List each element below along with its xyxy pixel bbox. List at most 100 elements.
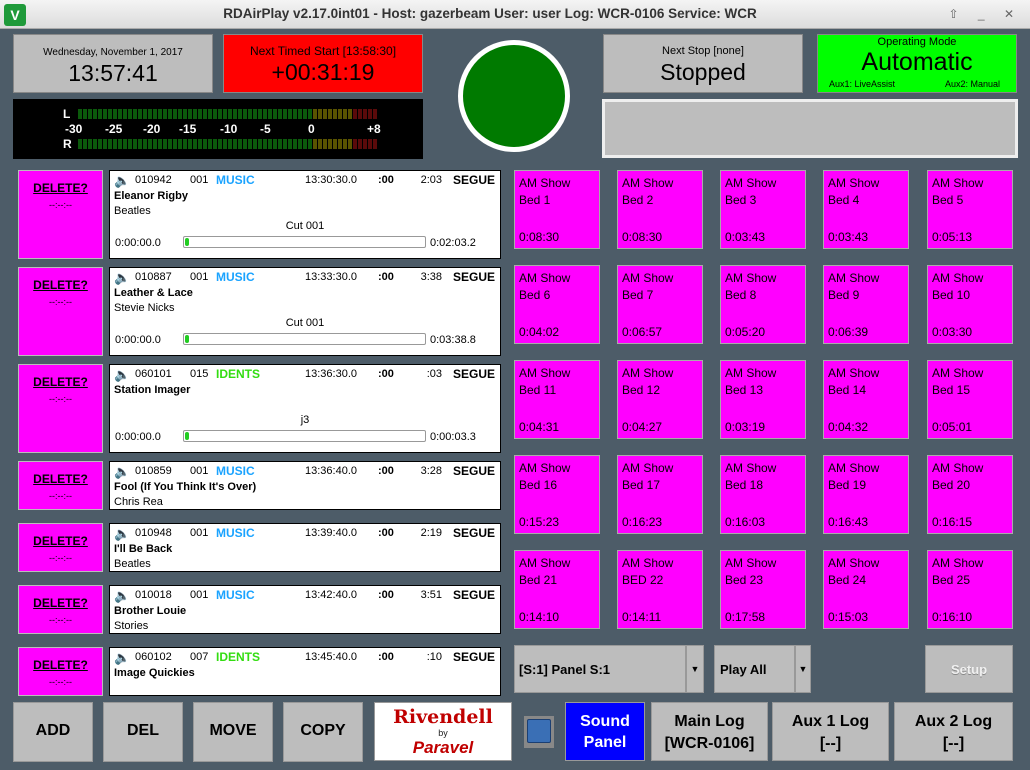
panel-button[interactable]: AM Show Bed 17 0:16:23	[617, 455, 703, 534]
log-entry[interactable]: 🔈 010018 001 MUSIC 13:42:40.0 :00 3:51 S…	[109, 585, 501, 634]
clock[interactable]: Wednesday, November 1, 2017 13:57:41	[13, 34, 213, 93]
panel-button[interactable]: AM Show Bed 15 0:05:01	[927, 360, 1013, 439]
log-entry[interactable]: 🔈 060102 007 IDENTS 13:45:40.0 :00 :10 S…	[109, 647, 501, 696]
panel-button[interactable]: AM Show Bed 18 0:16:03	[720, 455, 806, 534]
panel-button-length: 0:14:11	[622, 610, 662, 624]
next-timed-start[interactable]: Next Timed Start [13:58:30] +00:31:19	[223, 34, 423, 93]
panel-button-title: AM Show	[932, 176, 984, 190]
next-stop-label: Next Stop [none]	[662, 45, 744, 57]
panel-button[interactable]: AM Show Bed 16 0:15:23	[514, 455, 600, 534]
panel-button[interactable]: AM Show Bed 13 0:03:19	[720, 360, 806, 439]
trash-icon[interactable]	[524, 716, 554, 748]
delete-button[interactable]: DELETE? --:--:--	[18, 461, 103, 510]
panel-button[interactable]: AM Show Bed 6 0:04:02	[514, 265, 600, 344]
cut-label: j3	[300, 414, 310, 426]
meter-segment	[143, 109, 147, 119]
chevron-down-icon[interactable]: ▼	[795, 645, 811, 693]
panel-select[interactable]: [S:1] Panel S:1	[514, 645, 686, 693]
panel-button[interactable]: AM Show Bed 25 0:16:10	[927, 550, 1013, 629]
meter-segment	[218, 109, 222, 119]
panel-button[interactable]: AM Show Bed 21 0:14:10	[514, 550, 600, 629]
panel-button[interactable]: AM Show Bed 23 0:17:58	[720, 550, 806, 629]
speaker-icon: 🔈	[114, 464, 131, 479]
meter-segment	[338, 139, 342, 149]
panel-button[interactable]: AM Show Bed 14 0:04:32	[823, 360, 909, 439]
panel-button[interactable]: AM Show Bed 12 0:04:27	[617, 360, 703, 439]
meter-segment	[228, 139, 232, 149]
log-entry[interactable]: 🔈 060101 015 IDENTS 13:36:30.0 :00 :03 S…	[109, 364, 501, 453]
meter-right-label: R	[63, 137, 72, 151]
log-entry[interactable]: 🔈 010942 001 MUSIC 13:30:30.0 :00 2:03 S…	[109, 170, 501, 259]
meter-segment	[268, 139, 272, 149]
transition-time: :00	[378, 589, 394, 601]
group-name: MUSIC	[216, 173, 255, 187]
meter-segment	[148, 109, 152, 119]
panel-button[interactable]: AM Show Bed 1 0:08:30	[514, 170, 600, 249]
meter-segment	[203, 139, 207, 149]
window-controls[interactable]: ⇧ _ ✕	[948, 7, 1022, 21]
meter-segment	[373, 109, 377, 119]
delete-time: --:--:--	[49, 394, 72, 404]
chevron-down-icon[interactable]: ▼	[686, 645, 704, 693]
copy-button[interactable]: COPY	[283, 702, 363, 762]
panel-button[interactable]: AM Show Bed 20 0:16:15	[927, 455, 1013, 534]
setup-button[interactable]: Setup	[925, 645, 1013, 693]
delete-button[interactable]: DELETE? --:--:--	[18, 170, 103, 259]
panel-button[interactable]: AM Show Bed 11 0:04:31	[514, 360, 600, 439]
meter-segment	[228, 109, 232, 119]
speaker-icon: 🔈	[114, 270, 131, 285]
meter-segment	[93, 109, 97, 119]
panel-button-name: Bed 11	[519, 383, 557, 397]
aux2-log-button[interactable]: Aux 2 Log [--]	[894, 702, 1013, 761]
delete-button[interactable]: DELETE? --:--:--	[18, 585, 103, 634]
delete-button[interactable]: DELETE? --:--:--	[18, 267, 103, 356]
panel-button[interactable]: AM Show Bed 10 0:03:30	[927, 265, 1013, 344]
meter-segment	[88, 109, 92, 119]
aux1-log-button[interactable]: Aux 1 Log [--]	[772, 702, 889, 761]
add-button[interactable]: ADD	[13, 702, 93, 762]
panel-button[interactable]: AM Show Bed 2 0:08:30	[617, 170, 703, 249]
progress-bar[interactable]	[183, 333, 426, 345]
position: 0:00:00.0	[115, 431, 161, 443]
panel-button-length: 0:08:30	[622, 230, 663, 244]
panel-button[interactable]: AM Show Bed 19 0:16:43	[823, 455, 909, 534]
logo-maker: Paravel	[412, 738, 474, 757]
panel-button-length: 0:16:43	[828, 515, 869, 529]
move-button[interactable]: MOVE	[193, 702, 273, 762]
panel-button[interactable]: AM Show Bed 9 0:06:39	[823, 265, 909, 344]
panel-button-length: 0:15:03	[828, 610, 869, 624]
panel-button-length: 0:16:03	[725, 515, 766, 529]
meter-segment	[238, 139, 242, 149]
panel-button[interactable]: AM Show Bed 5 0:05:13	[927, 170, 1013, 249]
main-log-button[interactable]: Main Log [WCR-0106]	[651, 702, 768, 761]
meter-segment	[153, 139, 157, 149]
operating-mode[interactable]: Operating Mode Automatic Aux1: LiveAssis…	[817, 34, 1017, 93]
panel-button[interactable]: AM Show Bed 8 0:05:20	[720, 265, 806, 344]
play-mode-select[interactable]: Play All	[714, 645, 795, 693]
log-entry[interactable]: 🔈 010859 001 MUSIC 13:36:40.0 :00 3:28 S…	[109, 461, 501, 510]
panel-button[interactable]: AM Show Bed 7 0:06:57	[617, 265, 703, 344]
main-log-name: [WCR-0106]	[664, 735, 755, 752]
panel-button[interactable]: AM Show Bed 3 0:03:43	[720, 170, 806, 249]
meter-segment	[223, 139, 227, 149]
panel-button-name: Bed 12	[622, 383, 661, 397]
meter-segment	[253, 109, 257, 119]
speaker-icon: 🔈	[114, 588, 131, 603]
meter-segment	[158, 109, 162, 119]
remaining: 0:00:03.3	[430, 431, 476, 443]
progress-bar[interactable]	[183, 430, 426, 442]
delete-button[interactable]: DELETE? --:--:--	[18, 523, 103, 572]
panel-button[interactable]: AM Show BED 22 0:14:11	[617, 550, 703, 629]
progress-bar[interactable]	[183, 236, 426, 248]
panel-button[interactable]: AM Show Bed 24 0:15:03	[823, 550, 909, 629]
delete-button[interactable]: DELETE? --:--:--	[18, 647, 103, 696]
panel-button[interactable]: AM Show Bed 4 0:03:43	[823, 170, 909, 249]
log-entry[interactable]: 🔈 010948 001 MUSIC 13:39:40.0 :00 2:19 S…	[109, 523, 501, 572]
log-entry[interactable]: 🔈 010887 001 MUSIC 13:33:30.0 :00 3:38 S…	[109, 267, 501, 356]
meter-right-bar	[78, 139, 377, 149]
sound-panel-button[interactable]: Sound Panel	[565, 702, 645, 761]
del-button[interactable]: DEL	[103, 702, 183, 762]
meter-segment	[358, 109, 362, 119]
meter-segment	[163, 109, 167, 119]
delete-button[interactable]: DELETE? --:--:--	[18, 364, 103, 453]
